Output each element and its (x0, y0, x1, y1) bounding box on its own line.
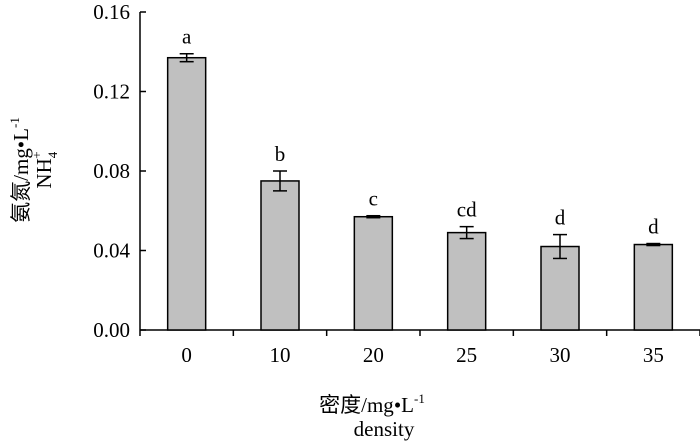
y-tick-label: 0.12 (93, 80, 130, 104)
tick-labels: 0.00 0.04 0.08 0.12 0.16 0 10 20 25 30 35 (93, 0, 664, 367)
significance-label: cd (457, 198, 477, 222)
bar (446, 231, 487, 331)
significance-label: c (369, 187, 378, 211)
x-axis-label-dot: • (394, 393, 401, 417)
y-tick-label: 0.08 (93, 159, 130, 183)
significance-label: b (275, 142, 286, 166)
x-tick-label: 30 (550, 343, 571, 367)
y-axis-label-charge: + (29, 151, 44, 158)
bar (260, 180, 300, 331)
x-tick-label: 20 (363, 343, 384, 367)
x-axis-label: 密度/mg•L-1 density (319, 391, 425, 441)
y-axis-label: 氨氮/mg•L-1 NH4+ (7, 117, 60, 223)
bar (166, 56, 207, 331)
x-axis-label-sup: -1 (414, 391, 425, 406)
x-tick-label: 35 (643, 343, 664, 367)
x-axis-label-unit: L (401, 393, 414, 417)
significance-label: d (555, 206, 566, 230)
y-tick-label: 0.04 (93, 239, 130, 263)
y-axis-label-sup: -1 (7, 117, 22, 128)
svg-text:密度/mg•L-1: 密度/mg•L-1 (319, 391, 425, 417)
y-tick-label: 0.00 (93, 318, 130, 342)
y-axis-label-main: 氨氮/mg (9, 148, 33, 223)
y-axis-label-dot: • (9, 141, 33, 148)
y-axis-label-nh: NH (32, 158, 56, 188)
x-tick-label: 0 (181, 343, 192, 367)
svg-text:NH4+: NH4+ (29, 151, 60, 188)
y-axis-label-unit: L (9, 128, 33, 141)
x-axis-label-main: 密度/mg (319, 393, 394, 417)
svg-text:氨氮/mg•L-1: 氨氮/mg•L-1 (7, 117, 33, 223)
x-tick-label: 25 (456, 343, 477, 367)
x-axis-label-english: density (354, 417, 415, 441)
significance-label: d (648, 215, 659, 239)
axes (139, 11, 700, 336)
bars: a b c cd d d (166, 25, 674, 331)
bar (633, 243, 674, 331)
y-tick-label: 0.16 (93, 0, 130, 24)
y-axis-label-sub: 4 (45, 151, 60, 158)
x-tick-label: 10 (270, 343, 291, 367)
bar (353, 215, 394, 331)
significance-label: a (182, 25, 192, 49)
